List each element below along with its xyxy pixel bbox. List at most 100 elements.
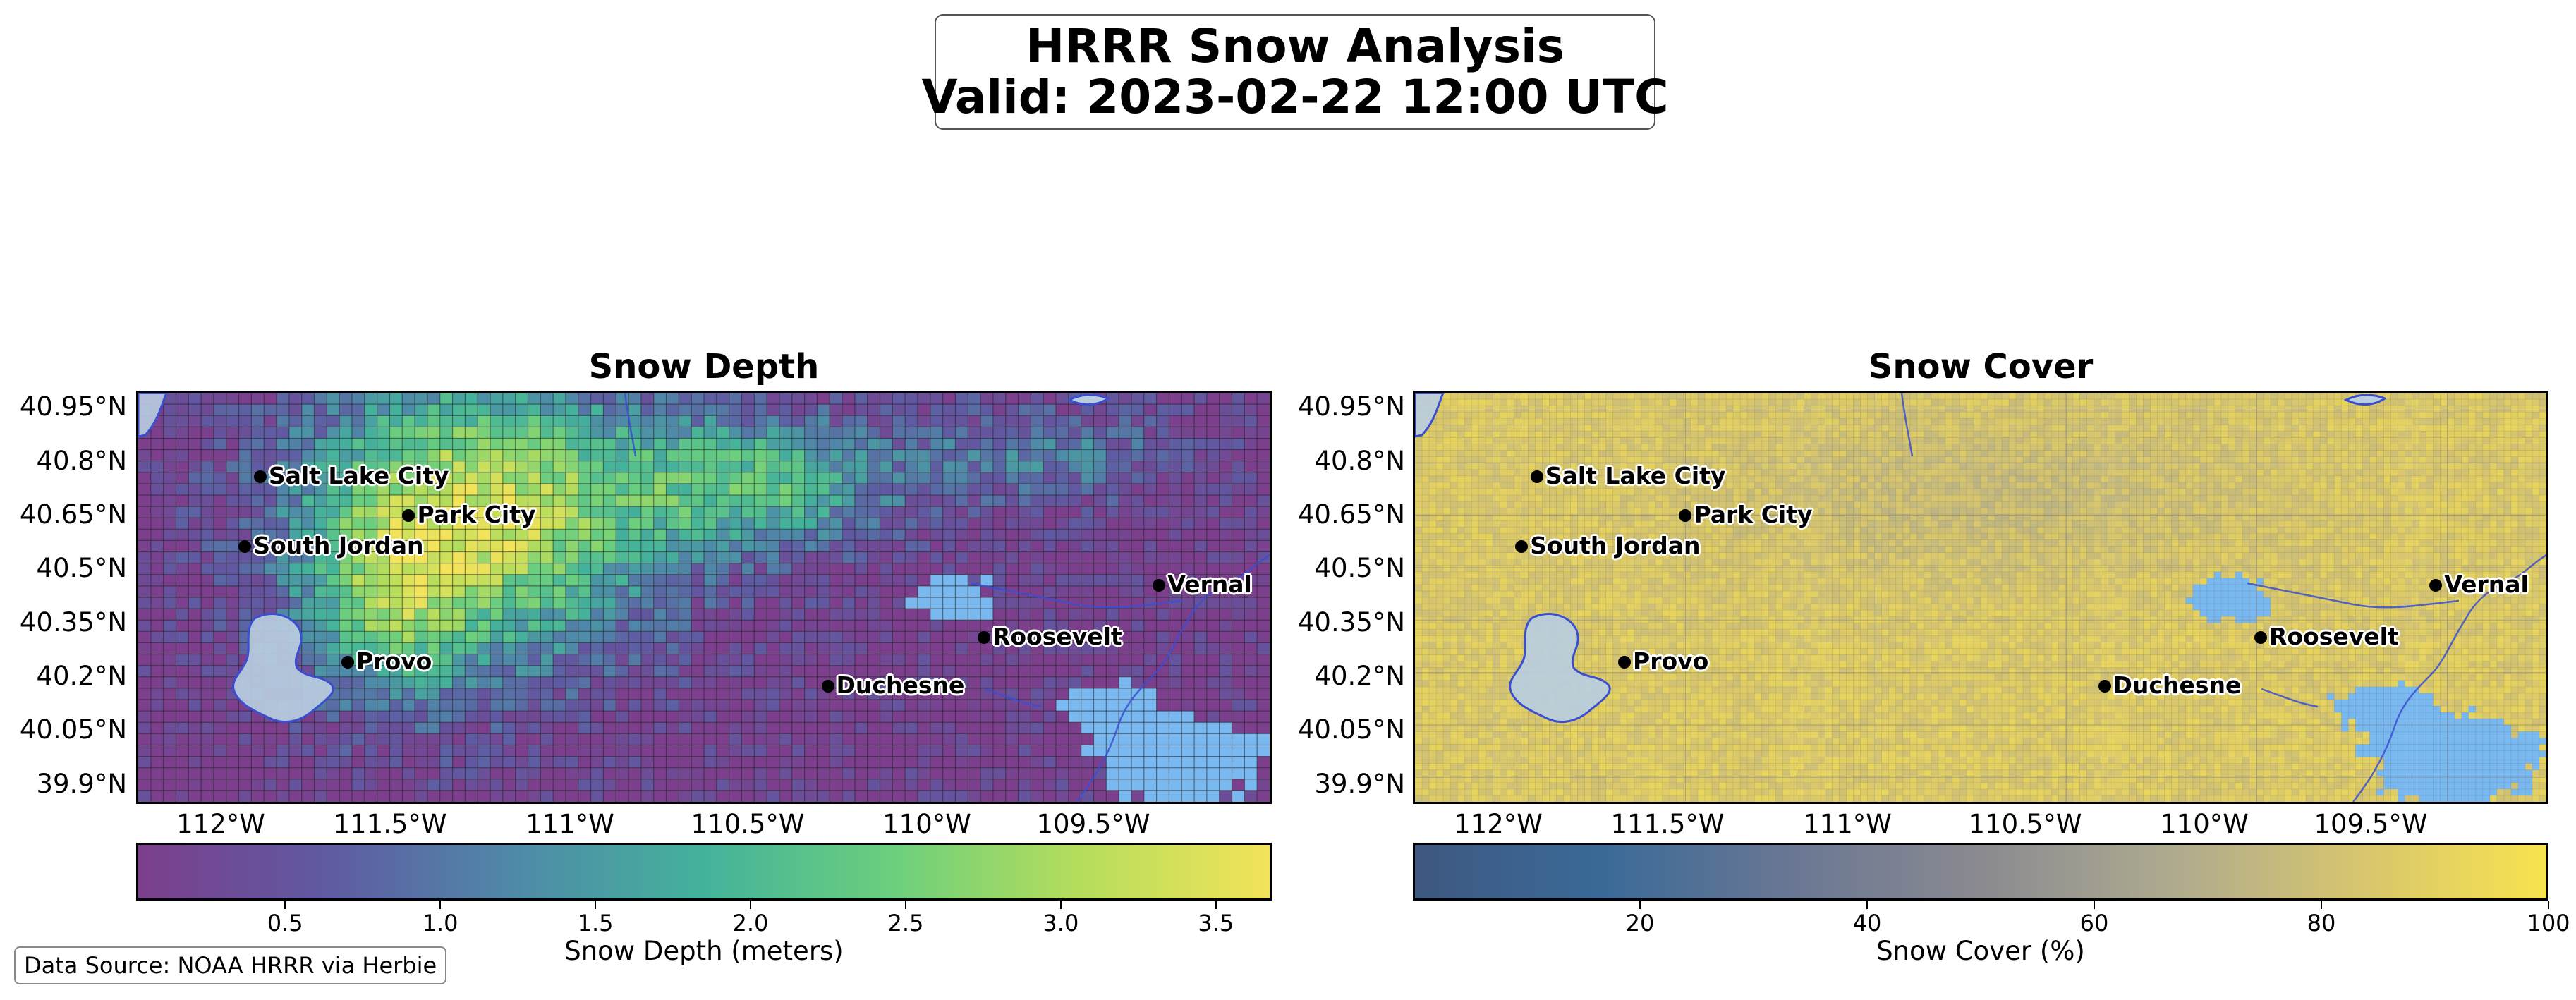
lon-label: 109.5°W: [2314, 809, 2428, 839]
lat-label: 40.8°N: [1314, 446, 1405, 476]
colorbar-tick-mark: [2321, 901, 2322, 909]
figure-title-line2: Valid: 2023-02-22 12:00 UTC: [921, 70, 1669, 124]
lat-label: 40.35°N: [19, 607, 127, 638]
colorbar-tick-label: 20: [1625, 910, 1655, 937]
snow-depth-colorbar: [136, 843, 1272, 901]
lon-label: 111.5°W: [333, 809, 447, 839]
lon-label: 109.5°W: [1036, 809, 1150, 839]
lat-label: 40.05°N: [1297, 714, 1405, 745]
colorbar-tick-mark: [1639, 901, 1641, 909]
lat-label: 40.5°N: [1314, 553, 1405, 583]
lat-label: 40.65°N: [19, 499, 127, 530]
lat-label: 39.9°N: [1314, 769, 1405, 799]
colorbar-tick-label: 0.5: [267, 910, 303, 937]
utah-lake: [232, 613, 334, 724]
city-label: Salt Lake City: [268, 461, 449, 489]
city-label: Provo: [1633, 647, 1709, 675]
colorbar-tick-label: 2.5: [887, 910, 924, 937]
lon-label: 111°W: [525, 809, 614, 839]
colorbar-tick-label: 60: [2079, 910, 2109, 937]
colorbar-tick-mark: [284, 901, 286, 909]
lon-label: 111°W: [1803, 809, 1892, 839]
city-dot-icon: [2429, 578, 2443, 592]
city-dot-icon: [1530, 470, 1543, 483]
lon-label: 112°W: [1454, 809, 1543, 839]
snow-cover-colorbar: [1413, 843, 2548, 901]
lat-label: 40.05°N: [19, 714, 127, 745]
colorbar-tick-label: 1.5: [577, 910, 614, 937]
raster-cells: [1415, 393, 2546, 802]
lat-label: 39.9°N: [36, 769, 127, 799]
colorbar-tick-mark: [1866, 901, 1868, 909]
colorbar-tick-mark: [904, 901, 906, 909]
snow-cover-raster: [1415, 393, 2546, 802]
colorbar-tick-label: 2.0: [732, 910, 769, 937]
lat-label: 40.8°N: [36, 446, 127, 476]
colorbar-tick-mark: [749, 901, 751, 909]
great-salt-lake: [138, 393, 168, 438]
city-label: South Jordan: [253, 532, 424, 560]
city-label: Vernal: [2444, 570, 2529, 598]
city-dot-icon: [1515, 540, 1529, 554]
utah-lake: [1509, 613, 1611, 724]
figure-title: HRRR Snow Analysis Valid: 2023-02-22 12:…: [921, 14, 1669, 130]
lon-label: 110.5°W: [691, 809, 805, 839]
lon-label: 112°W: [176, 809, 265, 839]
snow-depth-map[interactable]: Salt Lake City Park City South Jordan Provo…: [136, 391, 1272, 804]
figure-title-line1: HRRR Snow Analysis: [1026, 19, 1565, 73]
city-dot-icon: [1679, 508, 1692, 522]
colorbar-tick-label: 3.0: [1043, 910, 1079, 937]
rivers: [624, 393, 1270, 802]
city-dot-icon: [2254, 631, 2267, 644]
grid-lines: [138, 393, 1270, 802]
snow-cover-colorbar-label: Snow Cover (%): [1876, 936, 2085, 966]
rivers: [1900, 393, 2546, 802]
city-label: South Jordan: [1530, 532, 1701, 560]
lon-label: 110.5°W: [1968, 809, 2082, 839]
city-label: Provo: [356, 647, 432, 675]
city-label: Duchesne: [836, 671, 965, 700]
snow-depth-colorbar-label: Snow Depth (meters): [564, 936, 844, 966]
city-label: Roosevelt: [992, 623, 1122, 650]
lon-label: 110°W: [882, 809, 971, 839]
snow-depth-title: Snow Depth: [588, 347, 820, 386]
colorbar-tick-label: 1.0: [422, 910, 458, 937]
city-label: Duchesne: [2113, 671, 2242, 700]
snow-cover-title: Snow Cover: [1868, 347, 2094, 386]
city-dot-icon: [402, 508, 415, 522]
colorbar-tick-label: 40: [1852, 910, 1882, 937]
lat-label: 40.95°N: [19, 391, 127, 422]
colorbar-tick-mark: [1059, 901, 1062, 909]
snow-cover-map[interactable]: Salt Lake City Park City South Jordan Provo…: [1413, 391, 2548, 804]
city-dot-icon: [1618, 655, 1632, 669]
lat-label: 40.5°N: [36, 553, 127, 583]
city-dot-icon: [1153, 578, 1166, 592]
lon-label: 110°W: [2160, 809, 2249, 839]
lat-label: 40.65°N: [1297, 499, 1405, 530]
city-label: Park City: [1694, 500, 1813, 528]
lat-label: 40.2°N: [1314, 661, 1405, 691]
colorbar-tick-mark: [595, 901, 597, 909]
city-dot-icon: [238, 540, 252, 554]
great-salt-lake: [1415, 393, 1445, 438]
colorbar-tick-label: 3.5: [1198, 910, 1234, 937]
snow-depth-raster: [138, 393, 1270, 802]
grid-lines: [1415, 393, 2546, 802]
city-dot-icon: [2098, 680, 2111, 693]
colorbar-tick-label: 100: [2527, 910, 2570, 937]
colorbar-tick-mark: [2094, 901, 2095, 909]
lat-label: 40.95°N: [1297, 391, 1405, 422]
lat-label: 40.35°N: [1297, 607, 1405, 638]
city-label: Roosevelt: [2268, 623, 2399, 650]
city-label: Vernal: [1167, 570, 1252, 598]
lon-label: 111.5°W: [1610, 809, 1725, 839]
city-dot-icon: [253, 470, 267, 483]
city-dot-icon: [341, 655, 355, 669]
colorbar-tick-mark: [1215, 901, 1217, 909]
lat-label: 40.2°N: [36, 661, 127, 691]
data-source-note: Data Source: NOAA HRRR via Herbie: [14, 946, 447, 984]
city-dot-icon: [977, 631, 990, 644]
city-label: Salt Lake City: [1545, 461, 1726, 489]
colorbar-tick-mark: [439, 901, 442, 909]
raster-cells: [138, 393, 1270, 802]
